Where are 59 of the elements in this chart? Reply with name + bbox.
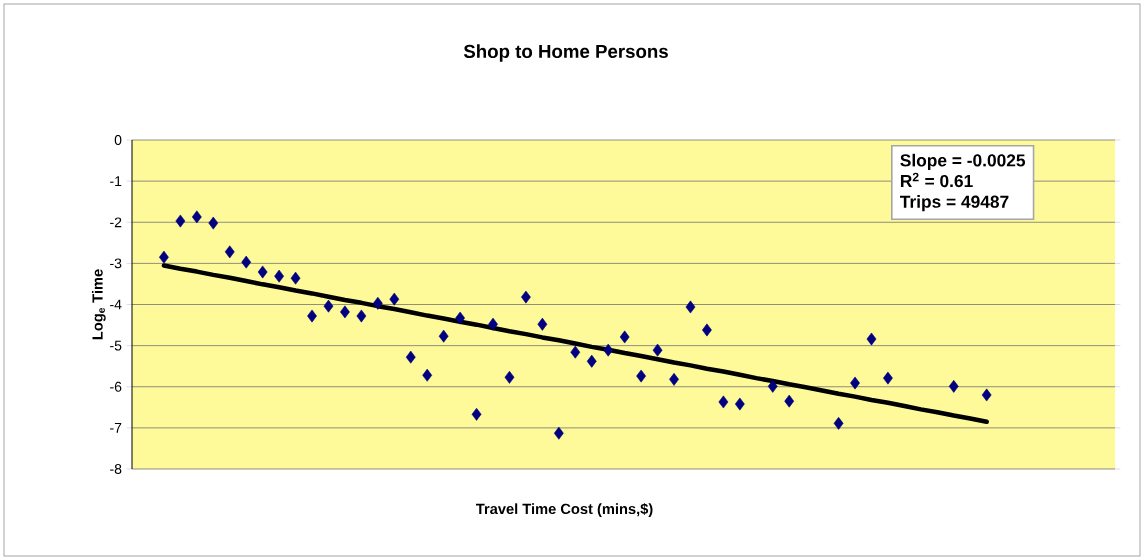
point: [866, 332, 877, 346]
y-tick-label: -1: [110, 176, 122, 186]
point: [488, 317, 498, 331]
point: [340, 305, 350, 319]
annotation: R$^{2}$ = 0.61: [900, 172, 973, 188]
point: [603, 343, 614, 357]
point: [405, 350, 416, 364]
point: [471, 407, 482, 421]
annotation: Trips = 49487: [900, 195, 1009, 212]
point: [422, 368, 433, 382]
point: [537, 317, 548, 331]
point: [767, 379, 778, 393]
point: [290, 271, 301, 285]
point: [356, 309, 367, 323]
point: [257, 265, 268, 279]
point: [833, 416, 844, 430]
point: [274, 269, 284, 283]
point: [850, 376, 860, 390]
y-axis-title: Log$_{e}$ Time: [91, 269, 106, 340]
annotation: Slope = -0.0025: [900, 153, 1026, 170]
point: [553, 426, 564, 440]
y-tick-label: 0: [114, 135, 122, 145]
point: [504, 370, 515, 384]
point: [784, 394, 795, 408]
point: [586, 354, 597, 368]
point: [521, 290, 531, 304]
point: [718, 395, 729, 409]
x-axis-title: Travel Time Cost (mins,$): [475, 503, 653, 517]
point: [307, 309, 317, 323]
chart-title: Shop to Home Persons: [463, 44, 668, 62]
point: [372, 296, 383, 310]
point: [159, 250, 169, 264]
point: [636, 369, 646, 383]
point: [224, 245, 235, 259]
y-tick-label: -6: [110, 381, 122, 392]
point: [191, 210, 202, 224]
point: [570, 345, 581, 359]
point: [455, 311, 465, 325]
y-tick-label: -2: [110, 217, 122, 228]
y-tick-label: -4: [110, 299, 122, 310]
point: [175, 214, 186, 228]
y-tick-label: -8: [110, 464, 122, 474]
point: [702, 323, 712, 337]
point: [323, 299, 334, 313]
point: [438, 329, 449, 343]
y-tick-label: -7: [110, 423, 122, 433]
y-tick-label: -5: [110, 340, 122, 351]
point: [685, 300, 696, 314]
point: [981, 388, 992, 402]
point: [669, 372, 679, 386]
point: [652, 343, 663, 357]
point: [883, 371, 893, 385]
y-tick-label: -3: [110, 258, 122, 269]
point: [948, 379, 959, 393]
point: [734, 397, 745, 411]
point: [389, 292, 400, 306]
point: [208, 216, 219, 230]
point: [241, 255, 252, 269]
point: [619, 330, 630, 344]
